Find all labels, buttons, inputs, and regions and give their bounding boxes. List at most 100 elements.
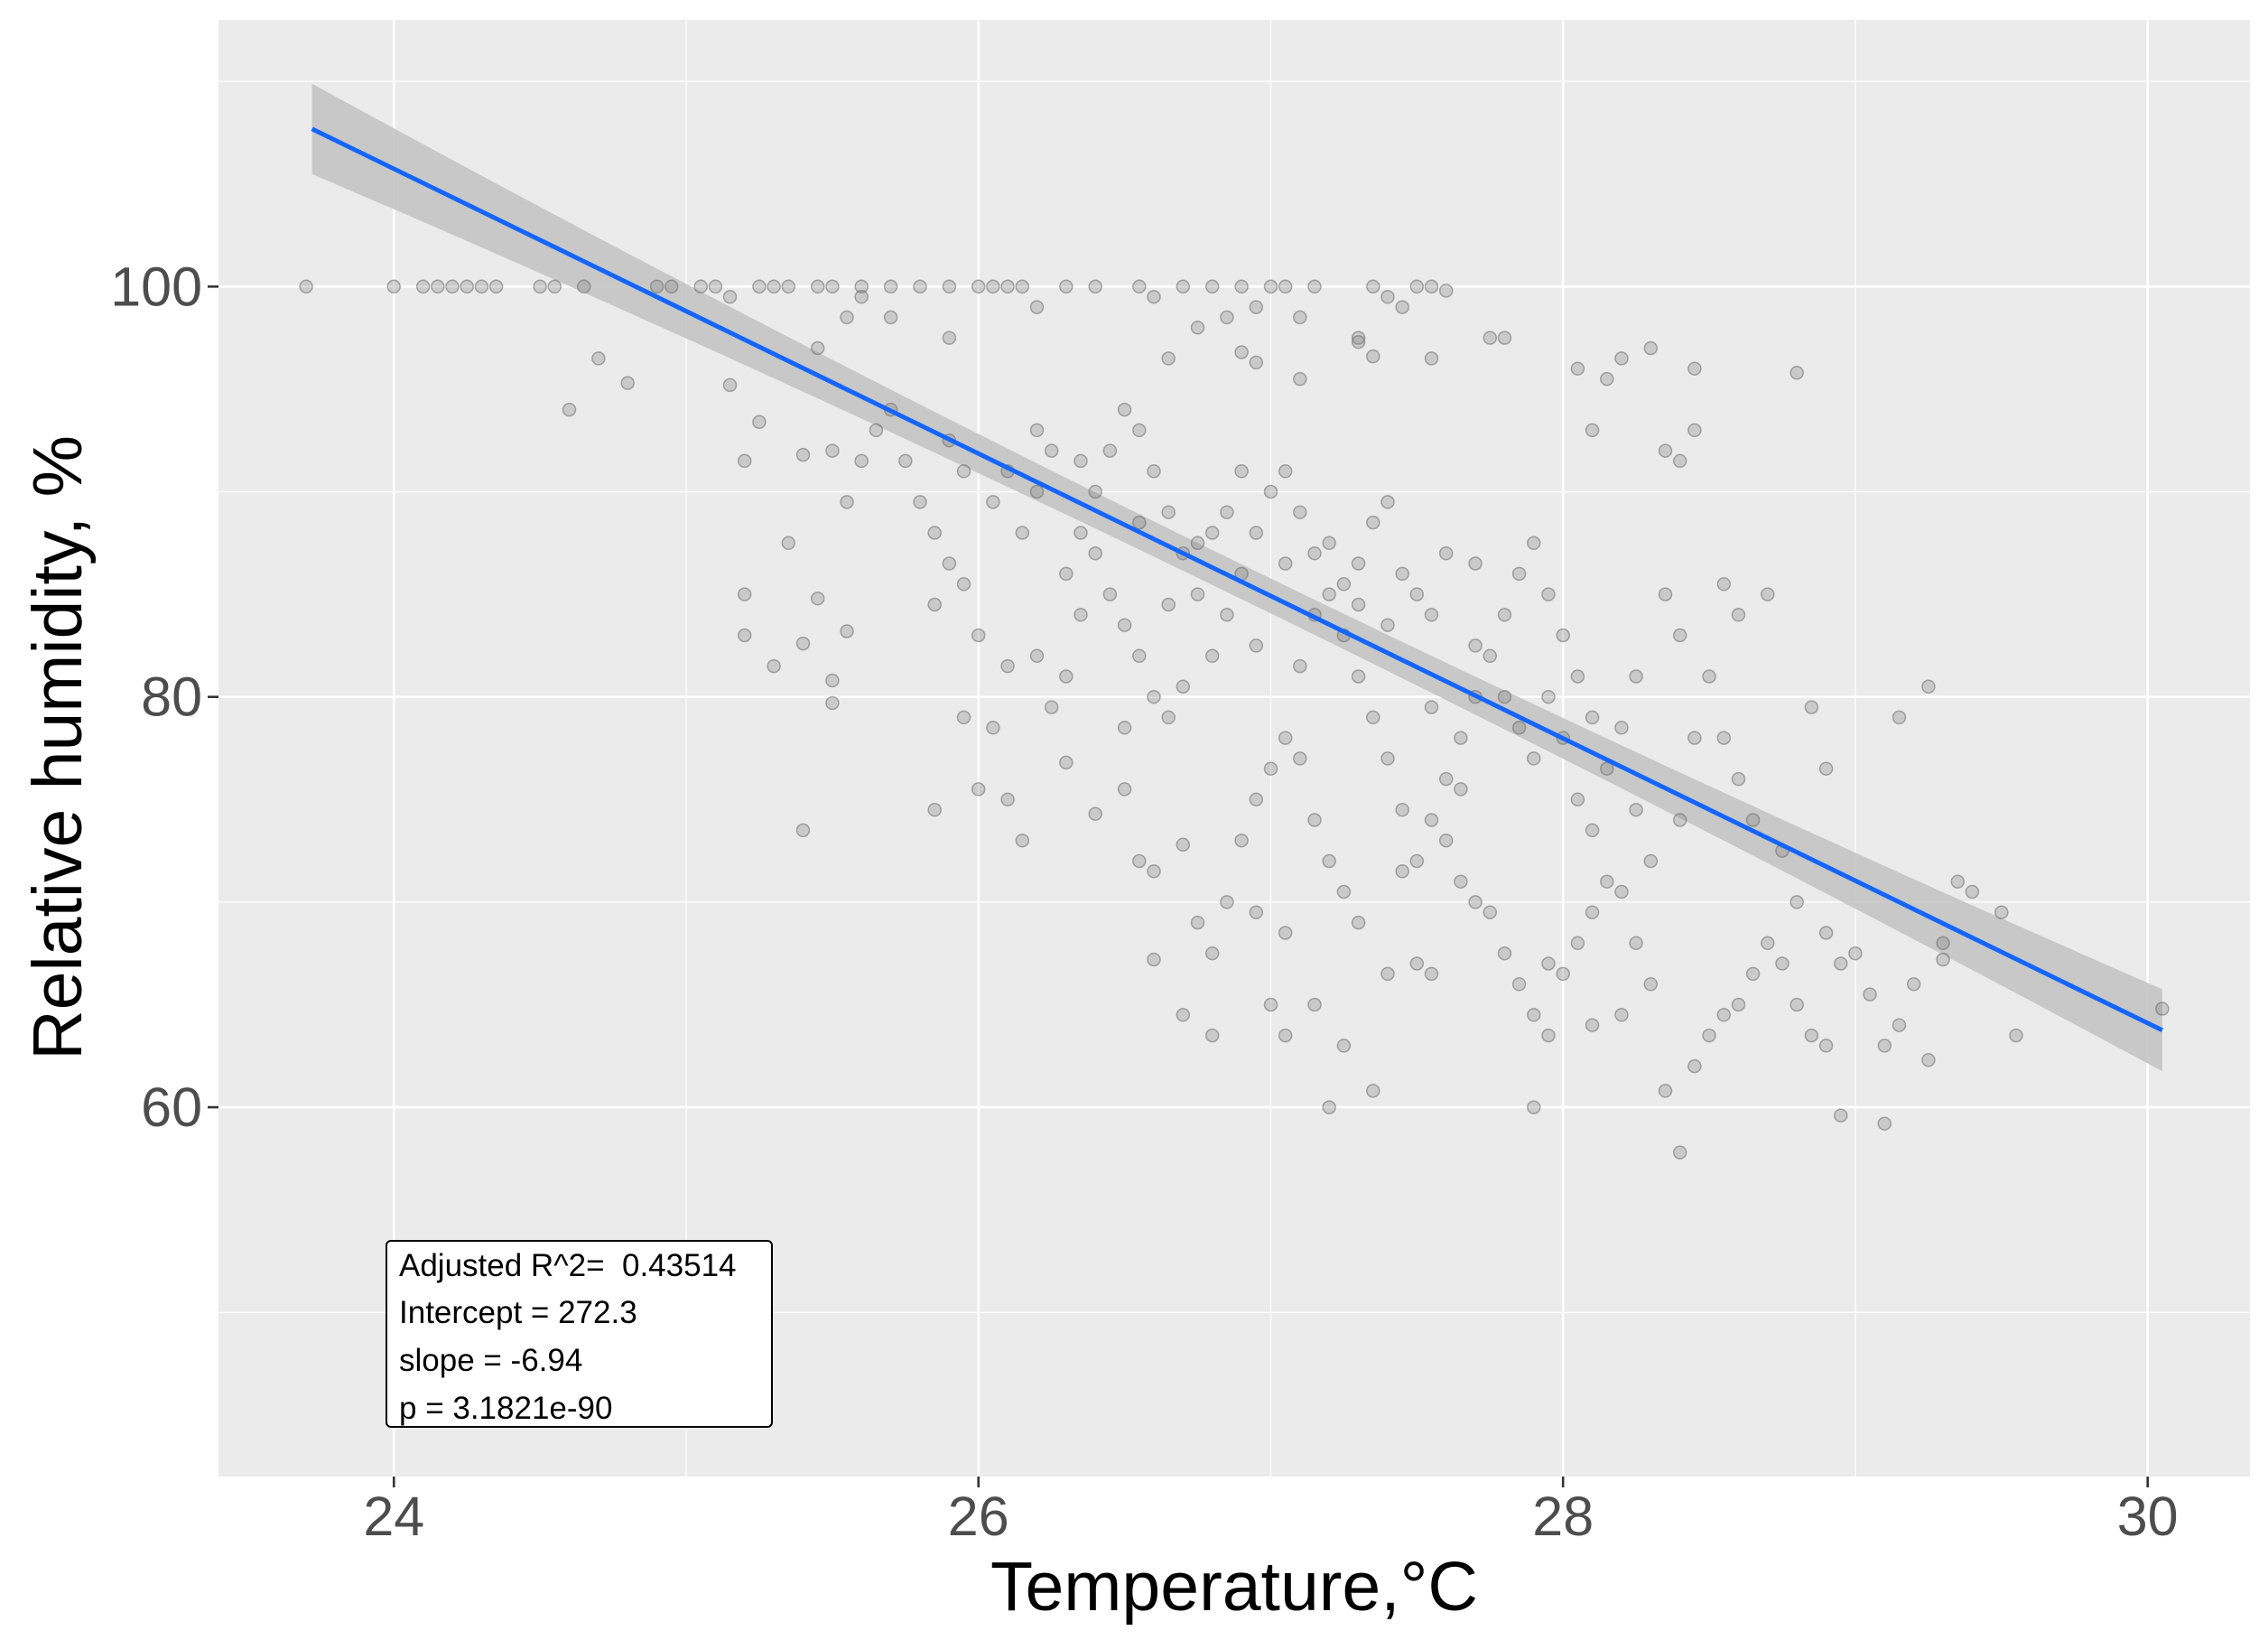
data-point <box>1190 587 1205 601</box>
data-point <box>1614 721 1629 735</box>
data-point <box>1132 279 1147 294</box>
x-tick-label: 24 <box>363 1486 424 1547</box>
data-point <box>1015 279 1030 294</box>
data-point <box>840 624 854 638</box>
data-point <box>1687 1058 1702 1074</box>
data-point <box>1059 566 1074 582</box>
data-point <box>1307 545 1322 561</box>
data-point <box>1643 340 1659 356</box>
data-point <box>1643 853 1659 869</box>
data-point <box>1877 1116 1892 1131</box>
data-point <box>1556 628 1570 643</box>
data-point <box>1263 484 1278 499</box>
data-point <box>1000 279 1015 294</box>
data-point <box>1176 279 1191 294</box>
data-point <box>1278 464 1293 479</box>
data-point <box>840 495 854 509</box>
data-point <box>1293 310 1307 325</box>
data-point <box>1293 371 1307 387</box>
data-point <box>1921 1053 1936 1067</box>
data-point <box>1716 577 1732 592</box>
data-point <box>1731 771 1746 787</box>
data-point <box>1204 1028 1220 1043</box>
data-point <box>1658 443 1673 458</box>
data-point <box>1147 464 1161 479</box>
data-point <box>1249 905 1264 919</box>
data-point <box>1658 1084 1673 1098</box>
data-point <box>1366 1084 1380 1098</box>
data-point <box>1220 608 1234 622</box>
data-point <box>1161 505 1176 519</box>
data-point <box>1117 618 1132 632</box>
data-point <box>1395 864 1409 879</box>
data-point <box>1585 710 1600 725</box>
data-point <box>971 782 986 797</box>
data-point <box>942 556 957 571</box>
data-point <box>445 279 460 294</box>
data-point <box>913 495 927 509</box>
data-point <box>1672 813 1687 827</box>
data-point <box>1497 946 1512 961</box>
data-point <box>1380 495 1395 509</box>
data-point <box>1293 751 1307 766</box>
data-point <box>533 279 547 294</box>
data-point <box>1702 1028 1716 1043</box>
data-point <box>752 415 767 430</box>
data-point <box>1088 279 1102 294</box>
x-axis-ticks: 24 26 28 30 <box>363 1477 2179 1547</box>
data-point <box>1863 987 1877 1002</box>
data-point <box>1804 1028 1819 1043</box>
data-point <box>810 279 825 294</box>
data-point <box>1132 423 1147 438</box>
data-point <box>1000 792 1015 807</box>
data-point <box>971 279 986 294</box>
x-tick-label: 26 <box>948 1486 1009 1547</box>
data-point <box>1395 566 1409 582</box>
data-point <box>1761 587 1775 601</box>
data-point <box>1336 577 1352 592</box>
data-point <box>854 289 869 304</box>
data-point <box>562 402 577 417</box>
data-point <box>1570 936 1585 951</box>
data-point <box>1336 884 1352 899</box>
data-point <box>1454 731 1468 745</box>
data-point <box>1438 284 1454 298</box>
data-point <box>1234 833 1249 848</box>
data-point <box>1424 351 1439 366</box>
data-point <box>1438 545 1454 561</box>
data-point <box>1249 526 1264 540</box>
data-point <box>1629 802 1643 817</box>
data-point <box>1380 289 1395 304</box>
data-point <box>1395 802 1409 817</box>
data-point <box>1249 300 1264 314</box>
data-point <box>1511 977 1527 992</box>
data-point <box>1190 321 1205 335</box>
data-point <box>1585 823 1600 838</box>
data-point <box>1687 731 1702 745</box>
data-point <box>1497 331 1512 345</box>
data-point <box>737 587 752 601</box>
data-point <box>1029 648 1045 664</box>
data-point <box>1716 731 1732 745</box>
data-point <box>547 279 562 294</box>
data-point <box>1848 946 1863 961</box>
data-point <box>1527 1100 1541 1114</box>
data-point <box>1965 884 1980 899</box>
data-point <box>1585 905 1600 919</box>
y-axis-ticks: 60 80 100 <box>110 256 218 1138</box>
data-point <box>1059 279 1074 294</box>
data-point <box>1366 515 1380 530</box>
data-point <box>1366 279 1380 294</box>
data-point <box>1147 289 1161 304</box>
data-point <box>1643 977 1659 992</box>
data-point <box>810 340 825 356</box>
data-point <box>1409 587 1425 601</box>
data-point <box>898 453 913 469</box>
data-point <box>1804 700 1819 714</box>
data-point <box>1117 402 1132 417</box>
data-point <box>1921 679 1936 694</box>
data-point <box>1570 792 1585 807</box>
data-point <box>1672 453 1687 469</box>
data-point <box>1818 926 1834 940</box>
data-point <box>1322 587 1336 601</box>
